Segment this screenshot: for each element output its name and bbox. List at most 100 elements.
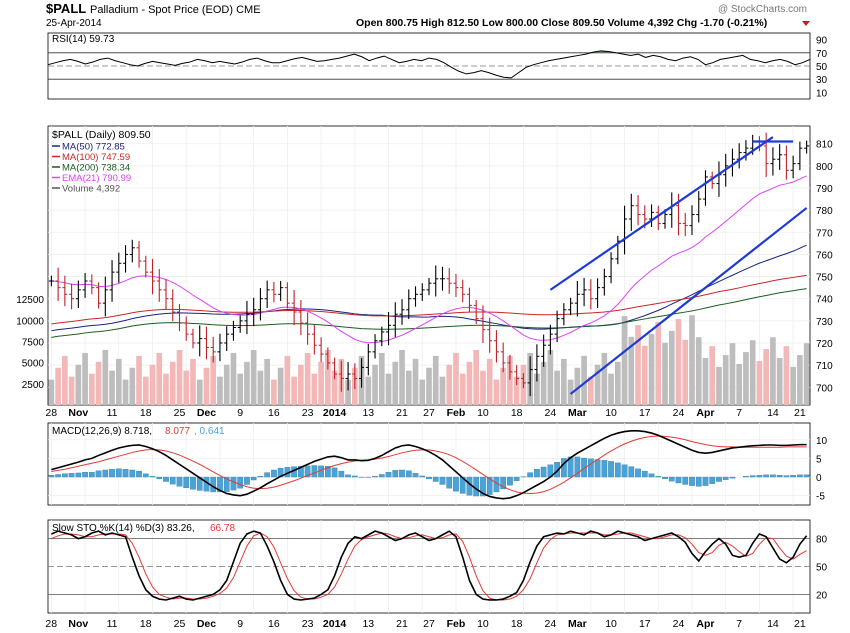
- volume-bar: [385, 373, 392, 405]
- panel-frame-price: [47, 125, 811, 406]
- volume-bar: [169, 361, 176, 405]
- sto-d-value: 66.78: [210, 523, 235, 534]
- macd-hist-bar: [62, 473, 68, 478]
- trend-line: [549, 136, 774, 291]
- volume-bar: [392, 361, 399, 405]
- volume-bar: [480, 370, 486, 405]
- volume-bar: [534, 373, 540, 405]
- x-axis-label-bottom: 11: [107, 618, 118, 630]
- volume-bar: [136, 355, 142, 405]
- volume-bar: [432, 355, 439, 405]
- macd-hist-bar: [641, 470, 648, 478]
- macd-hist-bar: [176, 476, 183, 487]
- macd-hist-bar: [271, 469, 277, 478]
- volume-bar: [763, 349, 770, 405]
- x-axis-label-bottom: 21: [794, 618, 806, 630]
- macd-tick-label: 5: [816, 454, 822, 465]
- volume-bar: [493, 379, 500, 405]
- volume-bar: [176, 349, 183, 405]
- price-tick-label: 770: [816, 228, 833, 239]
- x-axis-label-bottom: 14: [767, 618, 779, 630]
- volume-tick-label: 7500: [22, 338, 45, 349]
- sto-tick-label: 50: [816, 563, 828, 574]
- volume-bar: [473, 349, 480, 405]
- volume-bar: [102, 349, 109, 405]
- volume-bar: [783, 346, 790, 405]
- x-axis-label-bottom: 28: [45, 618, 57, 630]
- price-tick-label: 790: [816, 184, 833, 195]
- volume-bar: [122, 379, 129, 405]
- volume-bar: [405, 370, 412, 405]
- macd-hist-bar: [453, 476, 459, 492]
- x-axis-label: 23: [302, 407, 314, 419]
- x-axis-label-bottom: 21: [396, 618, 408, 630]
- macd-hist-bar: [594, 459, 601, 478]
- x-axis-label: 18: [140, 407, 152, 419]
- macd-hist-bar: [244, 476, 250, 485]
- volume-bar: [291, 376, 297, 405]
- volume-bar: [284, 355, 291, 405]
- macd-signal-line: [51, 435, 807, 494]
- x-axis-label: 18: [511, 407, 523, 419]
- volume-bar: [695, 337, 702, 405]
- x-axis-label: 10: [477, 407, 489, 419]
- macd-hist-bar: [210, 476, 217, 493]
- macd-hist-bar: [109, 469, 115, 478]
- macd-hist-bar: [722, 476, 729, 480]
- volume-bar: [142, 376, 149, 405]
- macd-hist-value: , 0.641: [194, 426, 225, 437]
- macd-hist-bar: [399, 469, 405, 478]
- ma100-line: [51, 274, 807, 325]
- volume-bar: [210, 355, 217, 405]
- macd-hist-bar: [372, 476, 378, 478]
- macd-hist-bar: [432, 476, 439, 482]
- macd-hist-bar: [311, 465, 318, 478]
- x-axis-label: Feb: [447, 407, 466, 419]
- volume-bar: [614, 361, 621, 405]
- volume-bar: [736, 363, 743, 405]
- x-axis-label-bottom: 9: [237, 618, 243, 630]
- change-down-icon: [802, 21, 810, 26]
- volume-bar: [372, 364, 378, 405]
- volume-bar: [365, 376, 372, 405]
- volume-bar: [466, 361, 473, 405]
- sto-k-line: [51, 530, 808, 601]
- volume-bar: [399, 349, 405, 405]
- legend-entry: EMA(21) 790.99: [62, 173, 131, 184]
- volume-bar: [756, 360, 763, 405]
- price-tick-label: 700: [816, 383, 833, 394]
- macd-hist-bar: [149, 476, 156, 478]
- volume-bar: [264, 358, 270, 405]
- x-axis-label: Nov: [68, 407, 88, 419]
- macd-hist-bar: [129, 469, 136, 478]
- x-axis-label-bottom: 18: [511, 618, 523, 630]
- x-axis-label-bottom: Dec: [197, 618, 216, 630]
- x-axis-label-bottom: 13: [362, 618, 374, 630]
- volume-bar: [129, 367, 136, 405]
- price-tick-label: 780: [816, 206, 833, 217]
- price-title: $PALL (Daily) 809.50: [52, 129, 151, 141]
- macd-hist-bar: [325, 466, 331, 478]
- x-axis-label-bottom: 2014: [323, 618, 347, 630]
- macd-hist-bar: [217, 476, 223, 493]
- volume-bar: [628, 336, 635, 405]
- volume-bar: [62, 355, 68, 405]
- volume-bar: [426, 367, 432, 405]
- macd-hist-bar: [68, 473, 75, 478]
- macd-hist-bar: [230, 476, 237, 491]
- volume-bar: [318, 361, 324, 405]
- x-axis-label: 2014: [323, 407, 347, 419]
- legend-entry: MA(50) 772.85: [62, 142, 125, 153]
- volume-bar: [331, 370, 338, 405]
- x-axis-label-bottom: 24: [673, 618, 685, 630]
- volume-bar: [709, 346, 716, 405]
- volume-bar: [635, 324, 641, 405]
- macd-hist-bar: [82, 472, 88, 478]
- x-axis-label-bottom: 16: [268, 618, 280, 630]
- volume-bar: [237, 373, 244, 405]
- volume-bar: [716, 366, 722, 405]
- rsi-tick-label: 30: [816, 75, 828, 86]
- macd-hist-bar: [486, 476, 493, 495]
- macd-hist-bar: [635, 468, 641, 478]
- price-tick-label: 730: [816, 317, 833, 328]
